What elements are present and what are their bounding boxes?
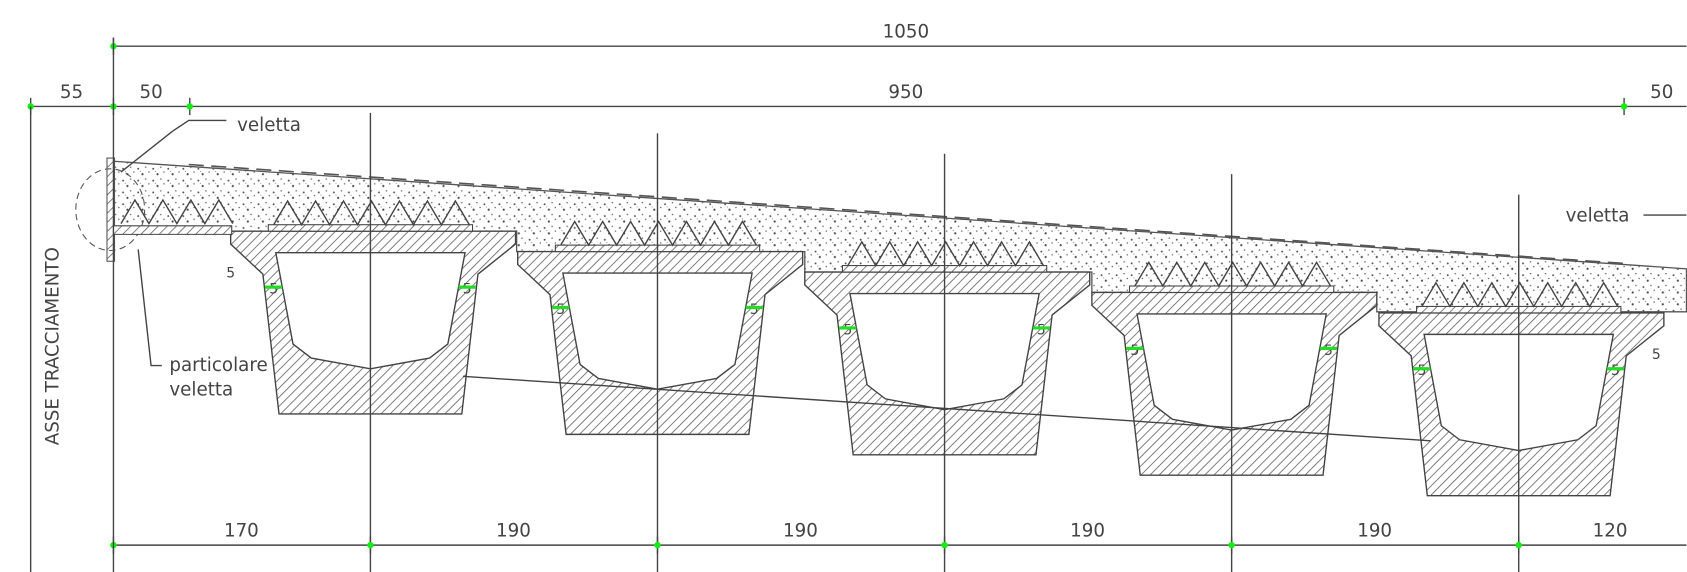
dimension-value: 950	[888, 82, 923, 103]
dimension-node	[1515, 541, 1522, 549]
axis-label: ASSE TRACCIAMENTO	[43, 247, 64, 445]
marker: 5	[750, 302, 759, 318]
dimension-value: 190	[496, 521, 531, 542]
truss	[273, 199, 470, 227]
box-girder	[1091, 291, 1378, 476]
dimension-value: 1050	[883, 22, 929, 43]
truss	[1134, 260, 1332, 288]
beams: 5 5 5 5 5 5 5 5 5 5 5 5	[112, 112, 1665, 572]
dimension-value: 50	[139, 82, 162, 103]
detail-circle	[75, 168, 146, 252]
cantilever-beam	[112, 225, 233, 235]
dashed-line	[188, 163, 1625, 265]
label: veletta	[237, 115, 301, 136]
marker: 5	[556, 302, 565, 318]
dimension-node	[367, 541, 374, 549]
box-girder	[229, 230, 517, 415]
dimension-node	[186, 103, 194, 110]
label: veletta	[169, 380, 233, 401]
marker: 5	[463, 282, 472, 298]
marker: 5	[226, 265, 235, 281]
label: veletta	[1566, 205, 1630, 226]
dimension-value: 50	[1650, 82, 1673, 103]
marker: 5	[1418, 363, 1427, 379]
marker: 5	[1324, 343, 1333, 359]
marker: 5	[269, 282, 278, 298]
label: particolare	[169, 355, 267, 376]
dimension-value: 190	[783, 521, 818, 542]
veletta-edge	[106, 157, 116, 262]
bottom-line	[462, 375, 1431, 442]
leader	[120, 130, 174, 173]
dimension-value: 55	[60, 82, 83, 103]
dimension-node	[654, 541, 661, 549]
dimension-value: 190	[1070, 521, 1105, 542]
truss	[1421, 281, 1619, 308]
dimension-node	[1228, 541, 1235, 549]
leader	[137, 249, 162, 367]
dimension-node	[941, 541, 948, 549]
marker: 5	[1611, 363, 1620, 379]
box-girder	[1378, 312, 1665, 497]
marker: 5	[1037, 322, 1046, 338]
deck-slab	[112, 160, 1687, 313]
dimension-value: 190	[1357, 521, 1392, 542]
box-girder	[804, 271, 1091, 456]
dimension-value: 120	[1593, 521, 1628, 542]
box-girder	[517, 250, 804, 436]
marker: 5	[1652, 347, 1661, 363]
marker: 5	[843, 322, 852, 338]
truss	[120, 198, 234, 226]
truss	[560, 220, 758, 247]
dimension-value: 170	[224, 521, 259, 542]
leader	[172, 119, 227, 132]
dimension-node	[1620, 103, 1628, 110]
truss	[847, 240, 1045, 267]
marker: 5	[1130, 343, 1139, 359]
